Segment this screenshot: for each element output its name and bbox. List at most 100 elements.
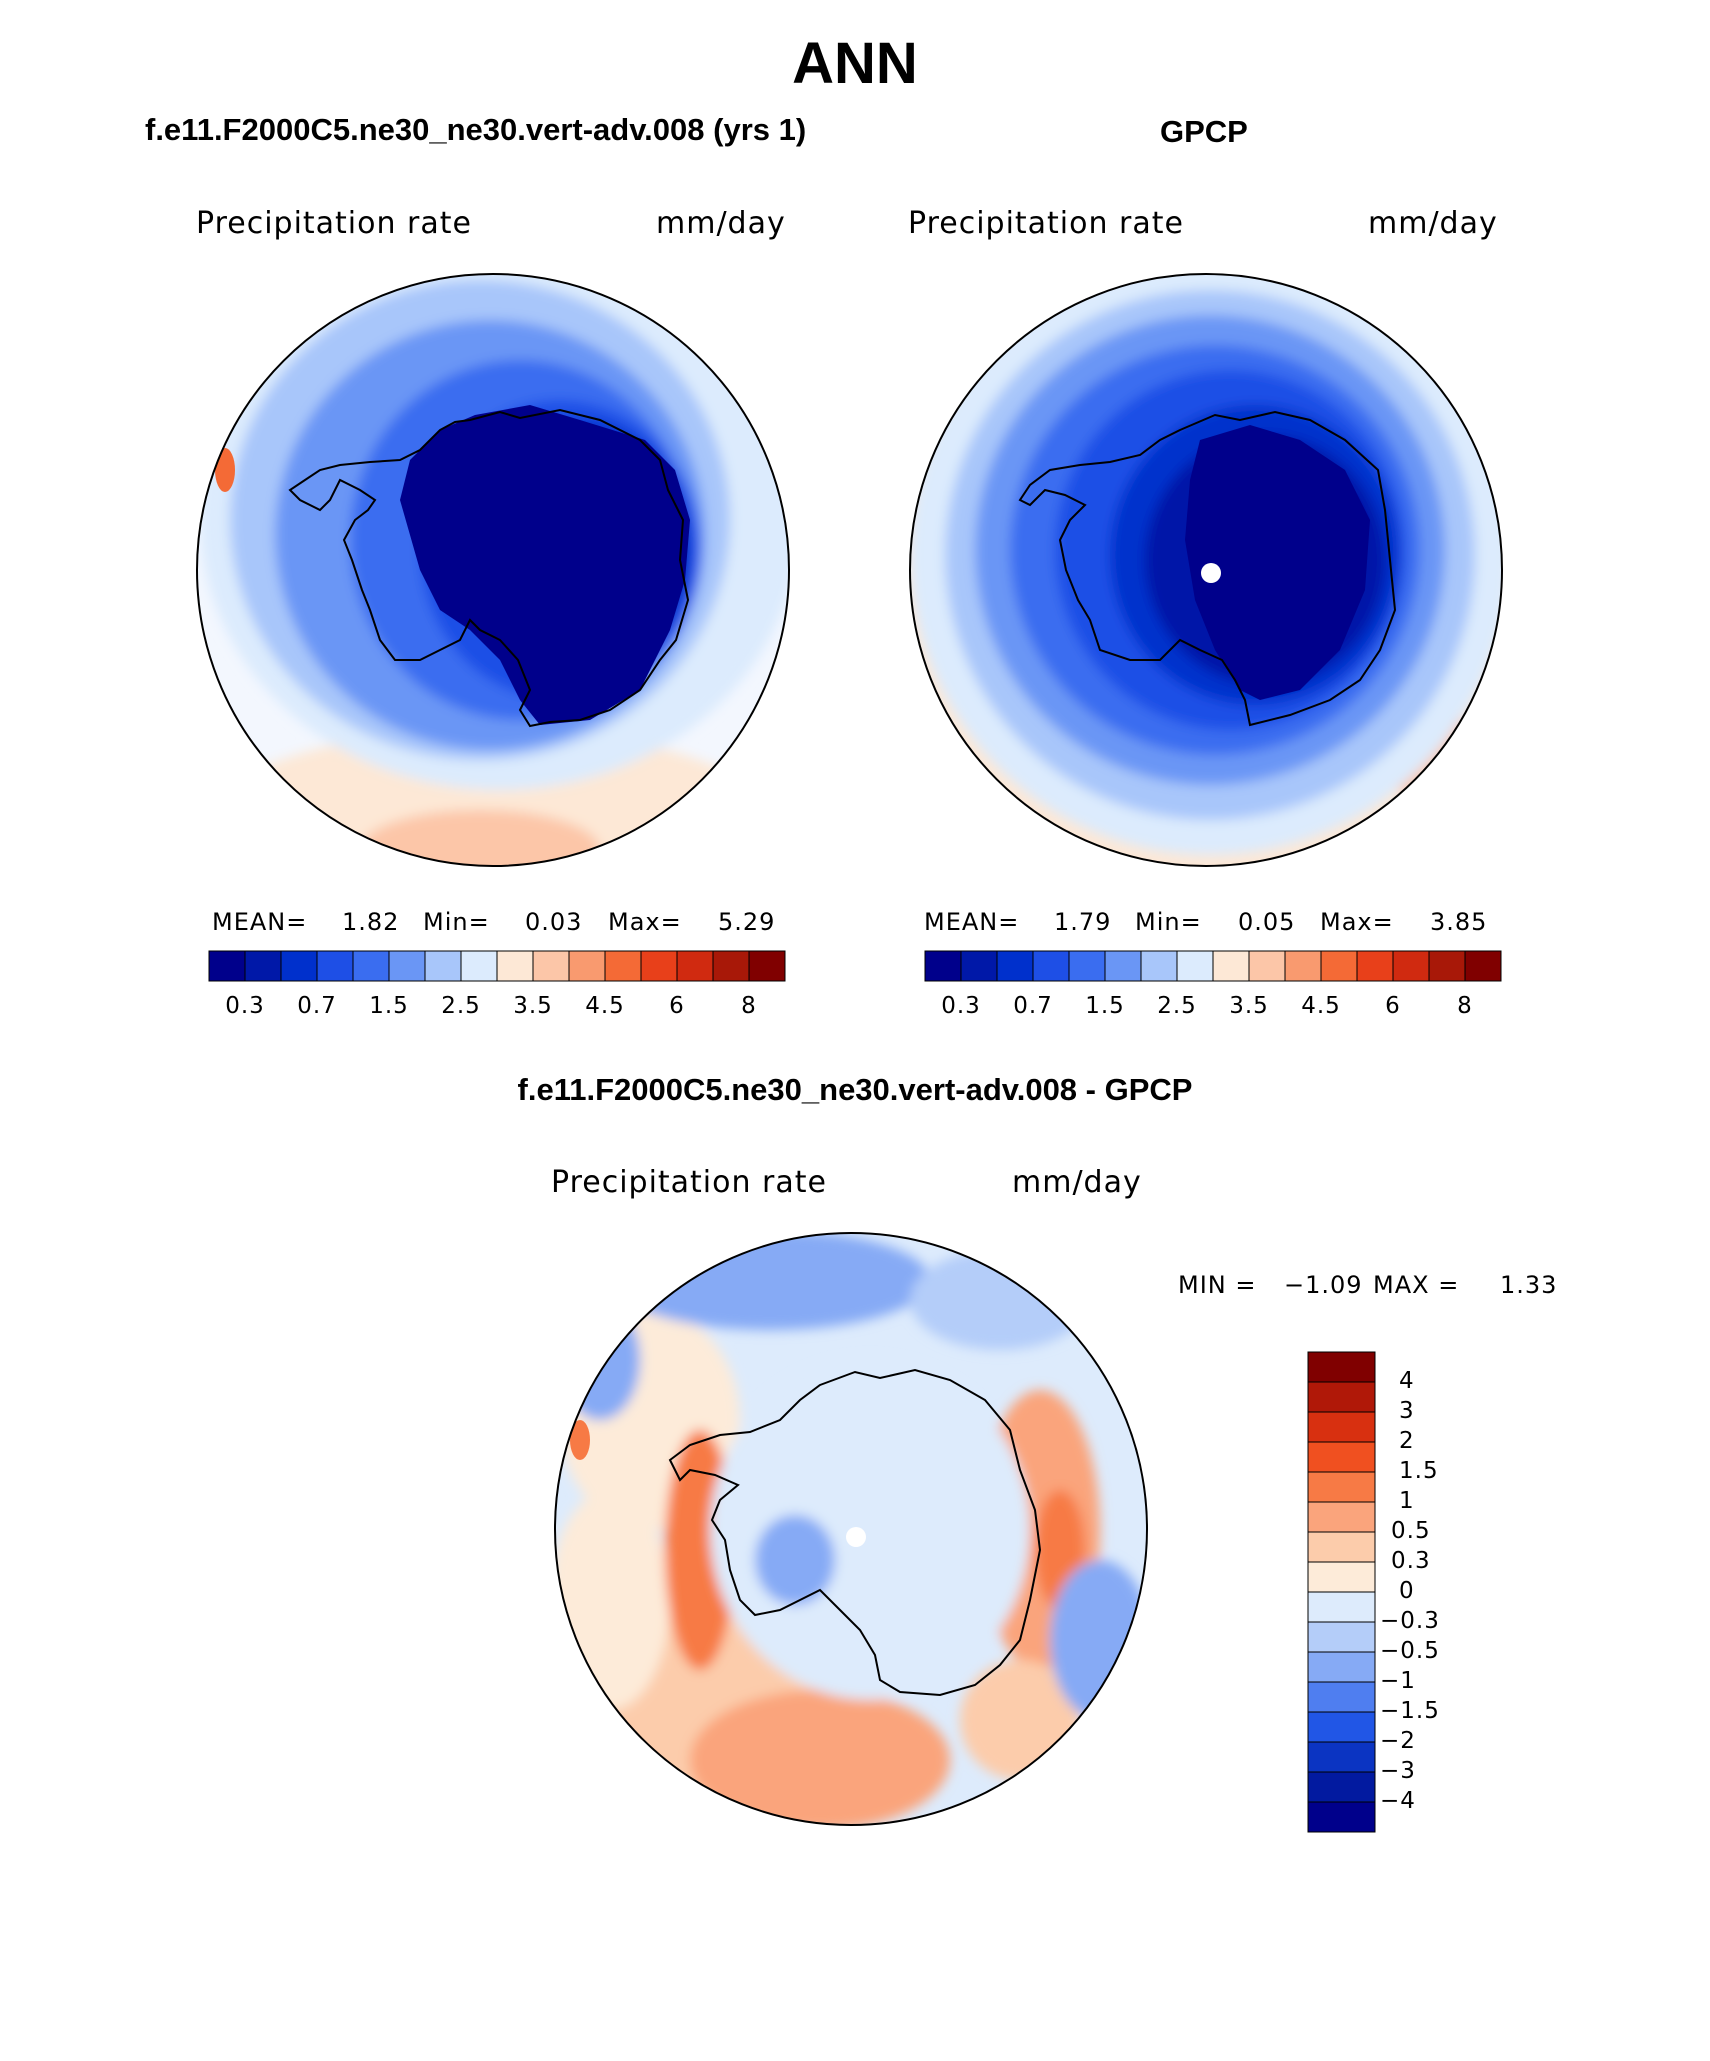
cbar3-level-label: −0.3 xyxy=(1380,1608,1440,1634)
map-3-hotspot xyxy=(570,1420,590,1460)
cbar2-tick-label: 3.5 xyxy=(1229,993,1269,1019)
panel-3-min-value: −1.09 xyxy=(1284,1271,1363,1299)
colorbar-segment xyxy=(496,950,534,982)
colorbar-segment xyxy=(1212,950,1250,982)
cbar2-tick-label: 0.3 xyxy=(941,993,981,1019)
panel-1-mean-label: MEAN= xyxy=(212,908,308,936)
colorbar-segment xyxy=(1307,1681,1376,1713)
panel-2-min-label: Min= xyxy=(1135,908,1202,936)
map-2 xyxy=(909,273,1503,867)
colorbar-segment xyxy=(568,950,606,982)
map-3-pole-marker xyxy=(846,1527,866,1547)
colorbar-segment xyxy=(748,950,786,982)
panel-2-mean-label: MEAN= xyxy=(924,908,1020,936)
panel-1-mean-value: 1.82 xyxy=(342,908,400,936)
cbar1-tick-label: 0.7 xyxy=(297,993,337,1019)
panel-1-min-value: 0.03 xyxy=(525,908,583,936)
cbar3-level-label: −4 xyxy=(1380,1788,1416,1814)
map-3 xyxy=(554,1232,1148,1826)
colorbar-segment xyxy=(388,950,426,982)
colorbar-segment xyxy=(1307,1501,1376,1533)
colorbar-segment xyxy=(1307,1381,1376,1413)
map-2-outline xyxy=(909,273,1503,867)
colorbar-segment xyxy=(1307,1621,1376,1653)
cbar1-tick-label: 1.5 xyxy=(369,993,409,1019)
cbar3-level-label: 1.5 xyxy=(1399,1458,1439,1484)
map-1-core xyxy=(400,405,690,725)
colorbar-1 xyxy=(208,950,786,982)
colorbar-segment xyxy=(640,950,678,982)
colorbar-segment xyxy=(1307,1591,1376,1623)
colorbar-segment xyxy=(1464,950,1502,982)
cbar2-tick-label: 6 xyxy=(1385,993,1401,1019)
panel-2-max-label: Max= xyxy=(1320,908,1394,936)
panel-3-max-label: MAX = xyxy=(1373,1271,1460,1299)
main-title: ANN xyxy=(792,31,918,96)
map-1-hotspot xyxy=(215,448,235,492)
colorbar-segment xyxy=(924,950,962,982)
colorbar-segment xyxy=(1307,1411,1376,1443)
colorbar-segment xyxy=(1307,1471,1376,1503)
cbar1-tick-label: 4.5 xyxy=(585,993,625,1019)
colorbar-segment xyxy=(996,950,1034,982)
panel-3-max-value: 1.33 xyxy=(1500,1271,1558,1299)
colorbar-2 xyxy=(924,950,1502,982)
colorbar-segment xyxy=(1307,1441,1376,1473)
colorbar-segment xyxy=(244,950,282,982)
panel-2-min-value: 0.05 xyxy=(1238,908,1296,936)
colorbar-segment xyxy=(1032,950,1070,982)
cbar2-tick-label: 2.5 xyxy=(1157,993,1197,1019)
map-1-coastline xyxy=(288,408,690,728)
cbar3-level-label: −3 xyxy=(1380,1758,1416,1784)
colorbar-segment xyxy=(280,950,318,982)
cbar3-level-label: −1 xyxy=(1380,1668,1416,1694)
cbar3-level-label: 0 xyxy=(1399,1578,1415,1604)
map-2-pole-marker xyxy=(1201,563,1221,583)
colorbar-segment xyxy=(1104,950,1142,982)
colorbar-segment xyxy=(424,950,462,982)
cbar3-level-label: 3 xyxy=(1399,1398,1415,1424)
panel-1-variable: Precipitation rate xyxy=(196,206,472,241)
cbar1-tick-label: 2.5 xyxy=(441,993,481,1019)
panel-3-units: mm/day xyxy=(1012,1165,1142,1200)
colorbar-segment xyxy=(1307,1531,1376,1563)
colorbar-segment xyxy=(1307,1561,1376,1593)
cbar2-tick-label: 1.5 xyxy=(1085,993,1125,1019)
cbar1-tick-label: 0.3 xyxy=(225,993,265,1019)
colorbar-segment xyxy=(712,950,750,982)
cbar3-level-label: 0.3 xyxy=(1391,1548,1431,1574)
colorbar-segment xyxy=(676,950,714,982)
colorbar-segment xyxy=(1307,1711,1376,1743)
colorbar-segment xyxy=(1320,950,1358,982)
cbar3-level-label: −0.5 xyxy=(1380,1638,1440,1664)
map-3-coastline xyxy=(668,1368,1042,1697)
panel-1-units: mm/day xyxy=(656,206,786,241)
cbar3-level-label: 0.5 xyxy=(1391,1518,1431,1544)
colorbar-3 xyxy=(1307,1351,1376,1833)
cbar3-level-label: 4 xyxy=(1399,1368,1415,1394)
panel-1-title: f.e11.F2000C5.ne30_ne30.vert-adv.008 (yr… xyxy=(145,112,807,147)
panel-2-units: mm/day xyxy=(1368,206,1498,241)
colorbar-segment xyxy=(960,950,998,982)
colorbar-segment xyxy=(1307,1651,1376,1683)
colorbar-segment xyxy=(532,950,570,982)
panel-1-min-label: Min= xyxy=(423,908,490,936)
cbar1-tick-label: 6 xyxy=(669,993,685,1019)
cbar3-level-label: 2 xyxy=(1399,1428,1415,1454)
colorbar-segment xyxy=(352,950,390,982)
cbar2-tick-label: 0.7 xyxy=(1013,993,1053,1019)
panel-3-min-label: MIN = xyxy=(1178,1271,1257,1299)
colorbar-segment xyxy=(1307,1801,1376,1833)
panel-2-title: GPCP xyxy=(1160,114,1248,149)
colorbar-segment xyxy=(460,950,498,982)
panel-2-max-value: 3.85 xyxy=(1430,908,1488,936)
map-2-core xyxy=(1185,425,1370,700)
colorbar-segment xyxy=(1307,1351,1376,1383)
colorbar-segment xyxy=(1068,950,1106,982)
map-2-coastline xyxy=(1018,410,1397,727)
cbar2-tick-label: 4.5 xyxy=(1301,993,1341,1019)
colorbar-segment xyxy=(1176,950,1214,982)
colorbar-segment xyxy=(604,950,642,982)
map-1 xyxy=(196,273,790,867)
